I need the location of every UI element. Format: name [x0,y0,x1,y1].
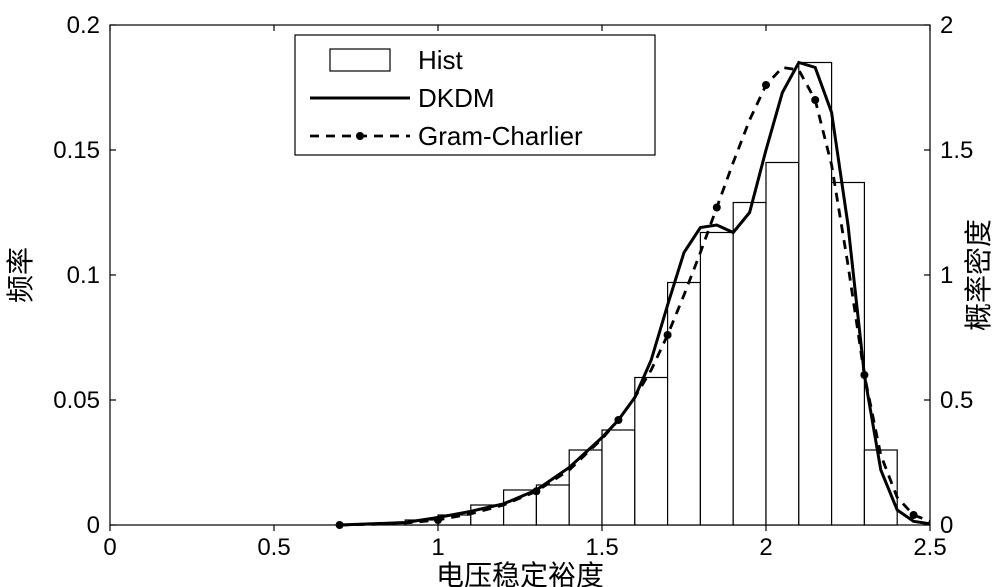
hist-bar [635,378,668,526]
chart-container: 00.511.522.5电压稳定裕度00.050.10.150.2频率00.51… [0,0,1000,587]
x-axis-label: 电压稳定裕度 [436,560,604,587]
y-right-tick-label: 1 [940,262,953,289]
hist-bar [504,490,537,525]
gram-charlier-marker [762,81,770,89]
gram-charlier-marker [713,204,721,212]
legend-gram-marker [356,132,364,140]
x-tick-label: 1.5 [585,534,618,561]
y-left-tick-label: 0.05 [53,387,100,414]
gram-charlier-marker [811,96,819,104]
legend-hist-icon [330,49,390,71]
chart-svg: 00.511.522.5电压稳定裕度00.050.10.150.2频率00.51… [0,0,1000,587]
y-right-tick-label: 0 [940,512,953,539]
hist-bar [799,63,832,526]
y-left-tick-label: 0.15 [53,137,100,164]
hist-bar [602,430,635,525]
x-tick-label: 0.5 [257,534,290,561]
y-right-tick-label: 2 [940,12,953,39]
x-tick-label: 0 [103,534,116,561]
hist-bar [668,283,701,526]
y-left-axis-label: 频率 [5,247,37,303]
y-left-tick-label: 0.2 [67,12,100,39]
y-right-axis-label: 概率密度 [963,219,995,331]
legend-label: Hist [418,45,464,75]
hist-bar [700,233,733,526]
y-right-tick-label: 1.5 [940,137,973,164]
hist-bar [536,485,569,525]
legend-label: Gram-Charlier [418,121,583,151]
x-tick-label: 2 [759,534,772,561]
y-right-tick-label: 0.5 [940,387,973,414]
y-left-tick-label: 0 [87,512,100,539]
y-left-tick-label: 0.1 [67,262,100,289]
gram-charlier-marker [664,331,672,339]
hist-bar [733,203,766,526]
legend-label: DKDM [418,83,495,113]
x-tick-label: 1 [431,534,444,561]
hist-bar [766,163,799,526]
